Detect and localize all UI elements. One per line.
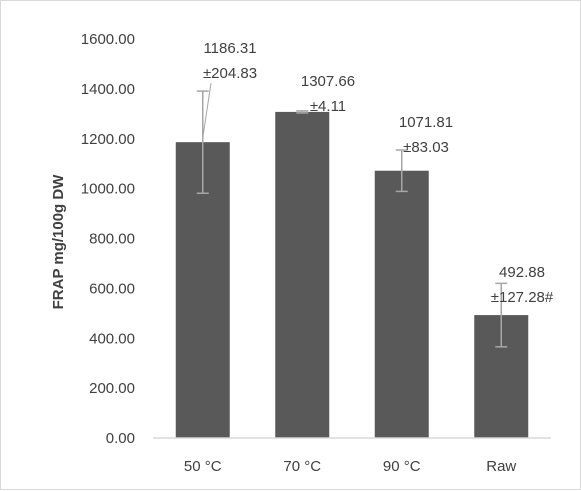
data-label-leader-line [202, 82, 212, 139]
data-labels: 1186.31 ±204.83 1307.66 ±4.11 1071.81 ±83.03 4… [202, 40, 554, 306]
data-label-value: 1071.81 [399, 114, 453, 131]
y-tick-label: 0.00 [106, 430, 135, 447]
y-tick-label: 600.00 [89, 280, 135, 297]
y-axis-label: FRAP mg/100g DW [50, 174, 67, 310]
bar [374, 170, 429, 438]
x-tick-label: 70 °C [283, 458, 321, 475]
y-tick-label: 800.00 [89, 231, 135, 248]
data-label-value: 1186.31 [203, 40, 256, 57]
y-tick-label: 1600.00 [81, 31, 135, 48]
data-label-error: ±127.28# [491, 289, 554, 306]
data-label-value: 1307.66 [301, 73, 355, 90]
y-tick-label: 1400.00 [81, 81, 135, 98]
bars [175, 111, 529, 439]
x-tick-label: 90 °C [383, 458, 421, 475]
error-bars [196, 90, 508, 348]
data-label-error: ±204.83 [203, 65, 257, 82]
data-label-error: ±4.11 [310, 98, 346, 115]
data-label-value: 492.88 [499, 264, 545, 281]
y-tick-label: 400.00 [89, 330, 135, 347]
bar [275, 111, 330, 439]
x-axis-ticks: 50 °C 70 °C 90 °C Raw [184, 458, 517, 475]
y-axis-ticks: 0.00 200.00 400.00 600.00 800.00 1000.00 1200.… [81, 31, 135, 447]
y-tick-label: 200.00 [89, 380, 135, 397]
data-label-error: ±83.03 [403, 139, 449, 156]
y-tick-label: 1200.00 [81, 131, 135, 148]
x-tick-label: Raw [486, 458, 516, 475]
x-tick-label: 50 °C [184, 458, 222, 475]
y-tick-label: 1000.00 [81, 181, 135, 198]
